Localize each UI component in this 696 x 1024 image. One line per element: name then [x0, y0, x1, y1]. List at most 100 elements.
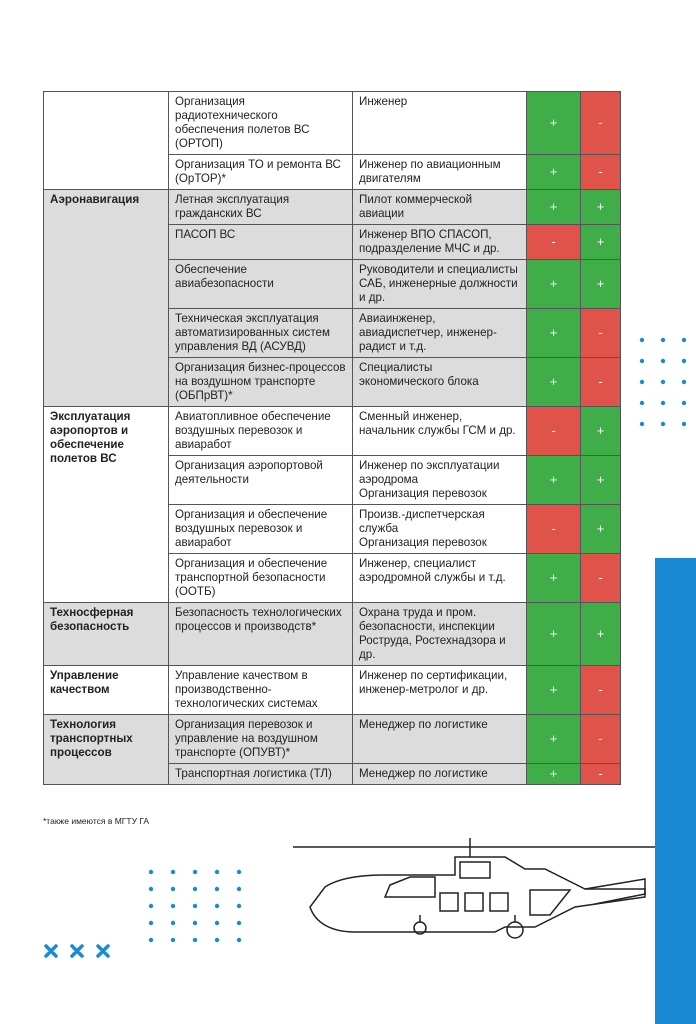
status-cell: + [526, 763, 581, 785]
status-cell: + [580, 455, 621, 505]
status-cell: - [526, 406, 581, 456]
dot [660, 337, 666, 343]
dot [214, 903, 220, 909]
dot [639, 421, 645, 427]
group-cell: Управление качеством [43, 665, 169, 715]
group-cell: Техносферная безопасность [43, 602, 169, 666]
status-cell: + [580, 259, 621, 309]
status-cell: + [580, 189, 621, 225]
program-cell: ПАСОП ВС [168, 224, 353, 260]
table-row: Технология транспортных процессов Организ… [43, 714, 621, 785]
table-row: Управление качеством Управление качеством… [43, 665, 621, 715]
dot [214, 920, 220, 926]
dot [192, 869, 198, 875]
table-row: Эксплуатация аэропортов и обеспечение по… [43, 406, 621, 603]
table-row: Организация и обеспечение транспортной б… [44, 553, 621, 603]
status-cell: - [580, 553, 621, 603]
group-cell: Аэронавигация [43, 189, 169, 407]
dot [148, 886, 154, 892]
job-cell: Авиаинженер, авиадиспетчер, инженер-ради… [352, 308, 527, 358]
status-cell: + [526, 357, 581, 407]
program-cell: Обеспечение авиабезопасности [168, 259, 353, 309]
footnote: *также имеются в МГТУ ГА [43, 816, 150, 826]
status-cell: + [526, 714, 581, 764]
job-cell: Инженер ВПО СПАСОП, подразделение МЧС и … [352, 224, 527, 260]
program-cell: Летная эксплуатация гражданских ВС [168, 189, 353, 225]
program-cell: Техническая эксплуатация автоматизирован… [168, 308, 353, 358]
blue-bar [655, 558, 696, 1024]
dot [639, 379, 645, 385]
status-cell: - [580, 91, 621, 155]
dot [639, 337, 645, 343]
status-cell: + [526, 455, 581, 505]
program-cell: Организация бизнес-процессов на воздушно… [168, 357, 353, 407]
program-cell: Безопасность технологических процессов и… [168, 602, 353, 666]
program-cell: Организация аэропортовой деятельности [168, 455, 353, 505]
status-cell: - [580, 763, 621, 785]
dot [681, 358, 687, 364]
group-cell [43, 91, 169, 190]
program-cell: Организация ТО и ремонта ВС (ОрТОР)* [168, 154, 353, 190]
table: Организация радиотехнического обеспечени… [43, 91, 621, 785]
table-row: Организация и обеспечение воздушных пере… [44, 504, 621, 554]
dot [660, 379, 666, 385]
dot [660, 358, 666, 364]
table-row: Обеспечение авиабезопасности Руководители… [43, 259, 621, 309]
table-row: Аэронавигация Летная эксплуатация граждан… [43, 189, 621, 407]
dot [681, 400, 687, 406]
dot [148, 937, 154, 943]
job-cell: Охрана труда и пром. безопасности, инспе… [352, 602, 527, 666]
status-cell: + [580, 504, 621, 554]
job-cell: Инженер по сертификации, инженер-метроло… [352, 665, 527, 715]
dot [214, 937, 220, 943]
job-cell: Инженер, специалист аэродромной службы и… [352, 553, 527, 603]
status-cell: - [580, 357, 621, 407]
group-cell: Эксплуатация аэропортов и обеспечение по… [43, 406, 169, 603]
table-row: Транспортная логистика (ТЛ) Менеджер по л… [43, 763, 621, 785]
dot [170, 937, 176, 943]
dot [236, 886, 242, 892]
job-cell: Пилот коммерческой авиации [352, 189, 527, 225]
status-cell: + [526, 259, 581, 309]
dot [681, 337, 687, 343]
program-cell: Организация и обеспечение воздушных пере… [168, 504, 353, 554]
status-cell: + [580, 602, 621, 666]
program-cell: Организация и обеспечение транспортной б… [168, 553, 353, 603]
program-cell: Авиатопливное обеспечение воздушных пере… [168, 406, 353, 456]
dot [639, 358, 645, 364]
dot [148, 920, 154, 926]
dot [681, 379, 687, 385]
dot [192, 903, 198, 909]
job-cell: Менеджер по логистике [352, 714, 527, 764]
status-cell: - [580, 714, 621, 764]
job-cell: Инженер [352, 91, 527, 155]
dot [192, 920, 198, 926]
status-cell: - [526, 224, 581, 260]
status-cell: - [580, 665, 621, 715]
dot [236, 937, 242, 943]
job-cell: Произв.-диспетчерская служба Организация… [352, 504, 527, 554]
job-cell: Сменный инженер, начальник службы ГСМ и … [352, 406, 527, 456]
dot [148, 903, 154, 909]
program-cell: Управление качеством в производственно-т… [168, 665, 353, 715]
group-cell: Технология транспортных процессов [43, 714, 169, 785]
status-cell: - [580, 308, 621, 358]
dot [192, 937, 198, 943]
dot [170, 886, 176, 892]
status-cell: + [526, 553, 581, 603]
job-cell: Инженер по эксплуатации аэродрома Органи… [352, 455, 527, 505]
status-cell: + [526, 602, 581, 666]
program-cell: Организация радиотехнического обеспечени… [168, 91, 353, 155]
job-cell: Специалисты экономического блока [352, 357, 527, 407]
dot [660, 400, 666, 406]
job-cell: Менеджер по логистике [352, 763, 527, 785]
status-cell: - [526, 504, 581, 554]
status-cell: + [526, 189, 581, 225]
status-cell: - [580, 154, 621, 190]
dot [639, 400, 645, 406]
status-cell: + [580, 406, 621, 456]
table-row: Техносферная безопасность Безопасность те… [43, 602, 621, 666]
dot [170, 869, 176, 875]
dot [214, 869, 220, 875]
